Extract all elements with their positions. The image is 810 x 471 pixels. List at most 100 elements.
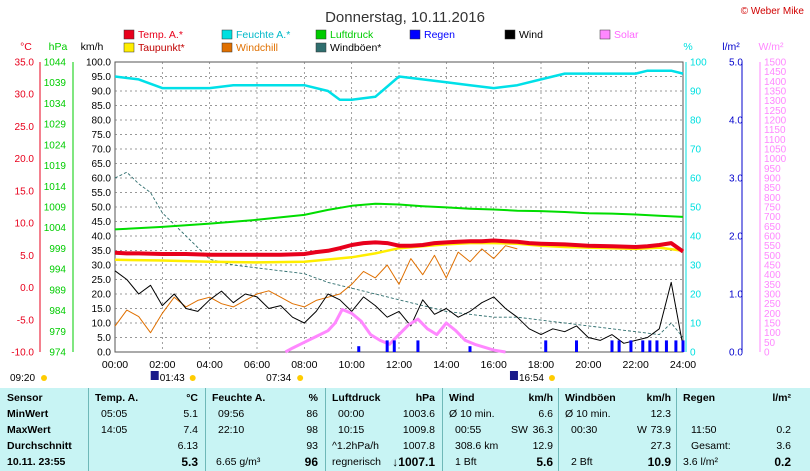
left-axis-tick: 90.0 (92, 87, 112, 98)
legend-swatch (504, 29, 516, 40)
regen-max: 0.2 (776, 424, 791, 436)
time-markers: 09:20 01:43 07:34 16:54 (10, 371, 555, 384)
windboeen-max-dir: W (637, 424, 647, 436)
x-axis-tick: 12:00 (386, 359, 412, 371)
left-axis-tick: 75.0 (92, 130, 112, 141)
luftdruck-forecast: regnerisch (332, 456, 382, 468)
temp-min: 5.1 (183, 408, 198, 420)
wind-avg: 12.9 (532, 440, 553, 452)
left-axis-tick: 1019 (44, 161, 67, 172)
label-current: 10.11. 23:55 (7, 456, 66, 468)
series-line-windb-en (114, 171, 684, 338)
wind-max: 36.3 (532, 424, 553, 436)
legend-label: Wind (519, 29, 543, 41)
right-axis-tick: 0 (764, 348, 770, 359)
left-axis-tick: 1014 (44, 182, 67, 193)
legend-swatch (409, 29, 421, 40)
sun-icon (548, 375, 555, 381)
left-axis-tick: 5.0 (20, 251, 34, 262)
left-axis-tick: 984 (49, 306, 66, 317)
right-axis-tick: 150 (764, 319, 781, 330)
left-axis-unit: °C (20, 41, 32, 53)
sensor-section: Sensor MinWert MaxWert Durchschnitt 10.1… (0, 388, 88, 471)
weather-chart: Donnerstag, 10.11.2016 © Weber Mike Temp… (10, 6, 804, 384)
right-axis-tick: 950 (764, 164, 781, 175)
feuchte-abs: 6.65 g/m³ (216, 456, 261, 468)
series-line-temp-a (114, 238, 685, 257)
x-axis-tick: 08:00 (291, 359, 317, 371)
left-axis-tick: 1004 (44, 223, 67, 234)
left-axis-tick: 1044 (44, 58, 67, 69)
right-axis-unit: l/m² (722, 41, 740, 53)
x-axis-tick: 02:00 (149, 359, 175, 371)
wind-bft: 1 Bft (455, 456, 477, 468)
windboeen-max: 73.9 (650, 424, 671, 436)
luftdruck-min-time: 00:00 (338, 408, 365, 420)
feuchte-section: Feuchte A.% 09:56 86 22:10 98 93 6.65 g/m³… (205, 388, 326, 471)
wind-row1-label: Ø 10 min. (449, 408, 495, 420)
left-axis-tick: 1009 (44, 203, 67, 214)
legend-label: Taupunkt* (138, 42, 185, 54)
series-line-wind (114, 270, 684, 347)
right-axis-tick: 550 (764, 241, 781, 252)
feuchte-min: 86 (306, 408, 318, 420)
temp-max: 7.4 (183, 424, 198, 436)
rain-bar (610, 340, 614, 352)
right-axis-tick: 400 (764, 270, 781, 281)
rain-bar (681, 340, 685, 352)
temp-section: Temp. A. °C 05:05 5.1 14:05 7.4 6.13 5.3 (88, 388, 206, 471)
right-axis-tick: 5.0 (729, 58, 743, 69)
legend: Temp. A.* Feuchte A.* Luftdruck Regen Wind So… (123, 29, 639, 54)
legend-swatch (221, 42, 233, 53)
left-axis-tick: 0.0 (97, 348, 111, 359)
right-axis-unit: W/m² (758, 41, 784, 53)
luftdruck-trend: ^1.2hPa/h (332, 440, 379, 452)
left-axis-tick: 999 (49, 244, 66, 255)
rain-bar (641, 340, 645, 352)
luftdruck-section: Luftdruck hPa 00:00 1003.6 10:15 1009.8 ^1.… (325, 388, 443, 471)
right-axis-tick: 70 (690, 145, 702, 156)
wind-max-time: 00:55 (455, 424, 482, 436)
legend-swatch (123, 29, 135, 40)
right-axis-tick: 90 (690, 87, 702, 98)
moon-marker-time: 16:54 (519, 373, 544, 384)
right-axis-tick: 10 (690, 319, 702, 330)
left-axis-tick: 25.0 (92, 275, 112, 286)
rain-bar (674, 340, 678, 352)
windboeen-avg10: 12.3 (650, 408, 671, 420)
series-line-solar (284, 308, 506, 354)
right-axis-tick: 300 (764, 290, 781, 301)
right-axis-tick: 1000 (764, 154, 787, 165)
regen-header: Regen (683, 392, 716, 404)
windboeen-max-time: 00:30 (571, 424, 598, 436)
luftdruck-unit: hPa (415, 392, 435, 404)
x-axis-tick: 18:00 (528, 359, 554, 371)
temp-max-time: 14:05 (101, 424, 128, 436)
right-axis-tick: 600 (764, 232, 781, 243)
wind-max-dir: SW (511, 424, 528, 436)
left-axis-tick: 989 (49, 285, 66, 296)
left-axis-tick: 35.0 (92, 246, 112, 257)
right-axis-tick: 1350 (764, 87, 787, 98)
left-axis-tick: 100.0 (86, 58, 111, 69)
rain-bar (392, 340, 396, 352)
left-axis-tick: 30.0 (15, 90, 35, 101)
rain-bar (617, 340, 621, 352)
x-axis-tick: 22:00 (623, 359, 649, 371)
x-axis: 00:00 02:00 04:00 06:00 08:00 10:00 12:00 14:00… (102, 359, 696, 371)
wind-avg10: 6.6 (538, 408, 553, 420)
left-axis-unit: hPa (49, 41, 68, 53)
left-axis-tick: 1039 (44, 78, 67, 89)
wind-current: 5.6 (536, 455, 553, 469)
chart-title: Donnerstag, 10.11.2016 (325, 9, 485, 26)
luftdruck-current: 1007.1 (398, 455, 435, 469)
right-axis-tick: 650 (764, 222, 781, 233)
right-axis-tick: 350 (764, 280, 781, 291)
legend-swatch (123, 42, 135, 53)
grid (114, 61, 684, 353)
left-axis-unit: km/h (81, 41, 104, 53)
left-axis-tick: 1029 (44, 120, 67, 131)
left-axis-tick: 10.0 (15, 219, 35, 230)
label-min: MinWert (7, 408, 49, 420)
left-axis-tick: 40.0 (92, 232, 112, 243)
